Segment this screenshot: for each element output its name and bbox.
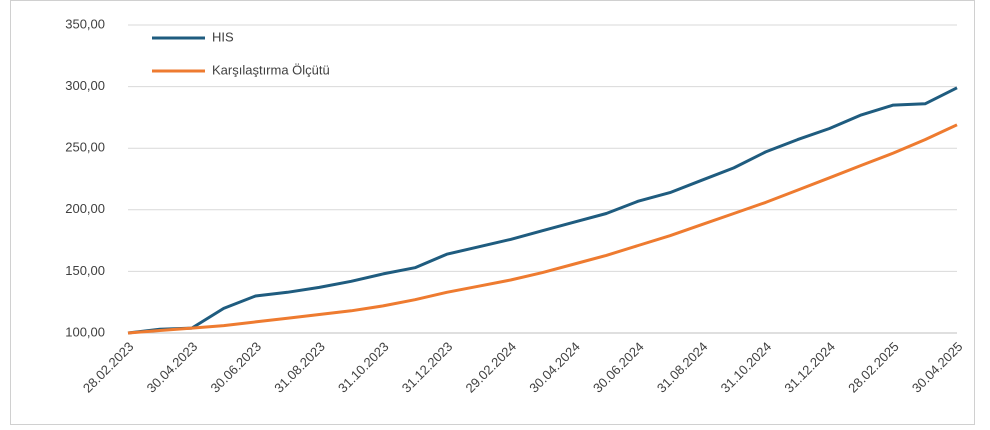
y-tick-label: 250,00 <box>65 140 105 155</box>
series-line <box>127 123 958 335</box>
y-tick-label: 100,00 <box>65 324 105 339</box>
legend-label: HIS <box>212 29 234 44</box>
y-tick-label: 200,00 <box>65 201 105 216</box>
y-tick-label: 350,00 <box>65 16 105 31</box>
y-tick-label: 150,00 <box>65 263 105 278</box>
y-tick-label: 300,00 <box>65 78 105 93</box>
series-line <box>127 86 958 335</box>
legend-label: Karşılaştırma Ölçütü <box>212 62 330 77</box>
